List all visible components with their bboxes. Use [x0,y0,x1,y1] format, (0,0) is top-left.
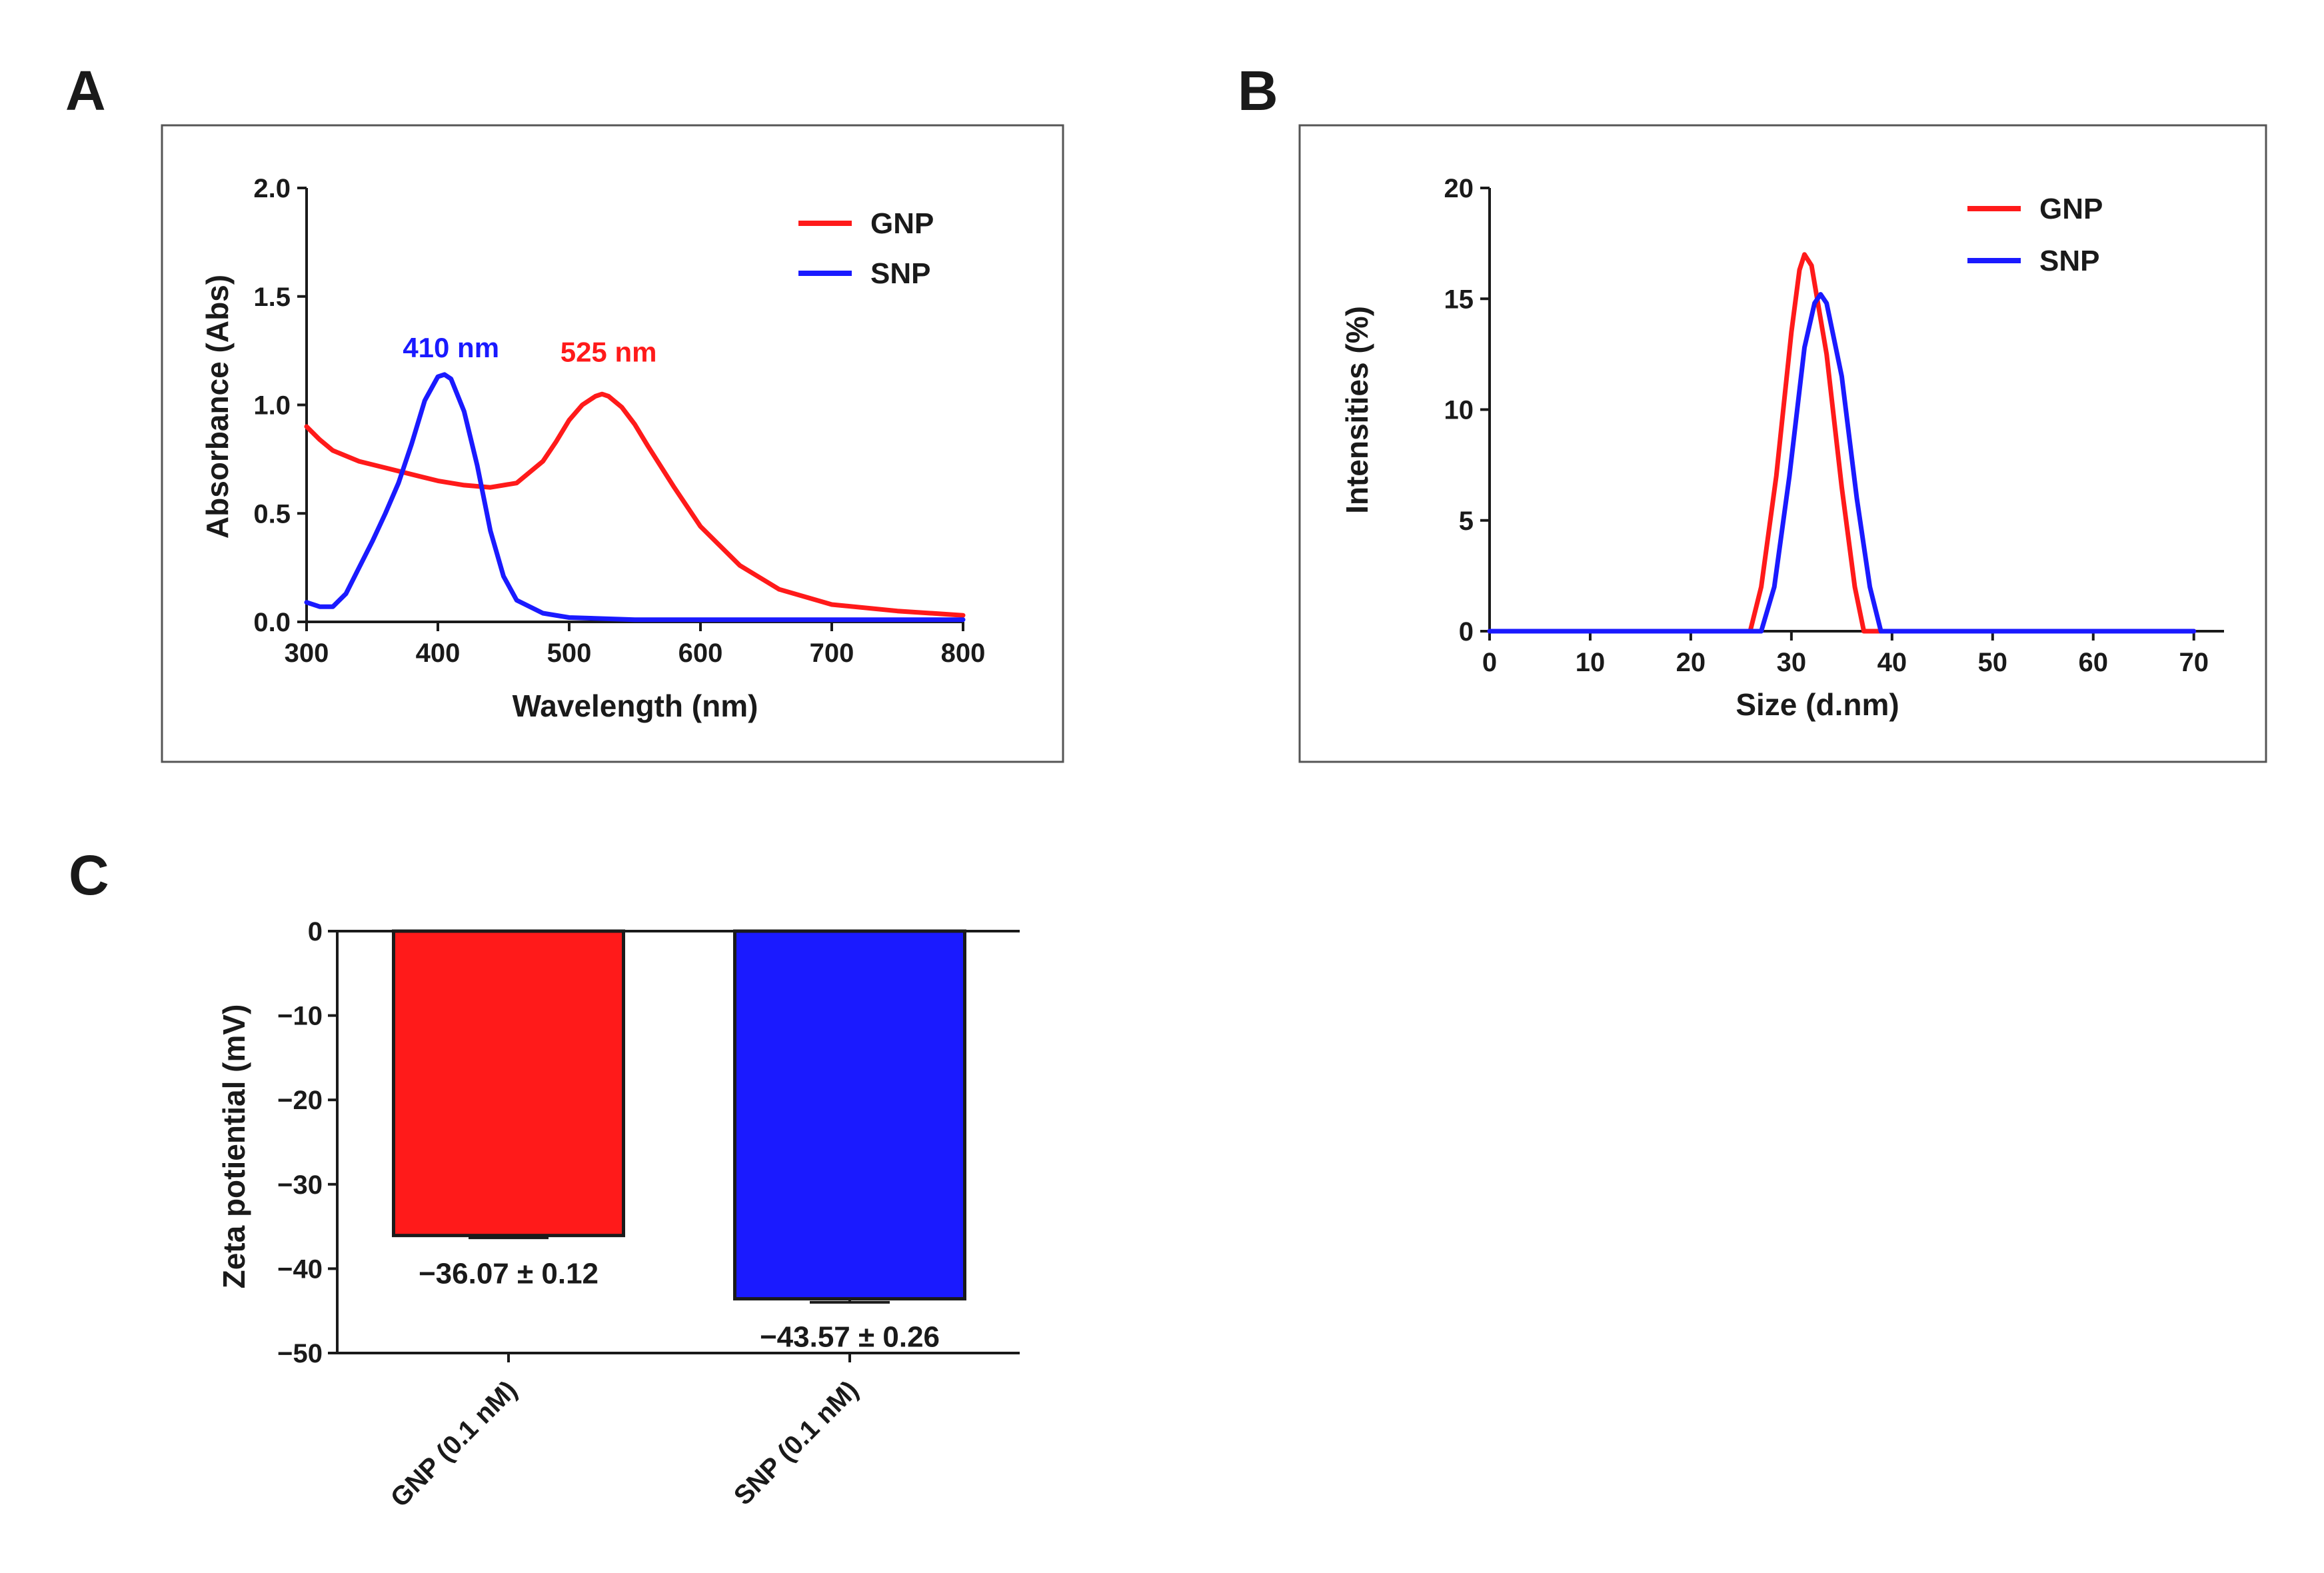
size-ytick-label: 20 [1444,174,1474,203]
size-xtick-label: 10 [1576,648,1606,677]
legend-label-gnp: GNP [870,207,934,240]
absorbance-series-gnp-line [304,391,966,618]
absorbance-xlabel: Wavelength (nm) [513,689,758,723]
panel-letter-a: A [65,59,106,122]
panel-letter-c: C [69,844,109,906]
size-ytick-label: 10 [1444,396,1474,425]
size-ylabel: Intensities (%) [1340,306,1374,514]
absorbance-series-snp-line [304,372,966,623]
size-xlabel: Size (d.nm) [1736,687,1899,722]
zeta-ytick-label: −40 [277,1254,323,1284]
size-ytick-label: 5 [1459,507,1474,536]
absorbance-ylabel: Absorbance (Abs) [200,275,235,539]
zeta-category-label: SNP (0.1 nM) [728,1375,864,1510]
zeta-ytick-label: −20 [277,1086,323,1115]
zeta-bar [392,929,625,1238]
absorbance-peak-label: 410 nm [403,332,499,363]
zeta-ytick-label: −50 [277,1339,323,1368]
size-ytick-label: 0 [1459,617,1474,647]
zeta-bar [733,929,966,1301]
absorbance-peak-label: 525 nm [561,336,657,367]
size-series-snp-line [1487,292,2197,634]
size-distribution-chart: Size (d.nm) Intensities (%) 0 5 10 15 20 0 10 2… [1340,174,2224,722]
absorbance-ytick-label: 2.0 [253,174,291,203]
size-series-gnp-line [1487,252,2197,634]
size-xtick-label: 70 [2179,648,2209,677]
panel-a-frame [161,124,1064,763]
size-xtick-label: 30 [1777,648,1807,677]
zeta-category-label: GNP (0.1 nM) [385,1375,523,1513]
absorbance-xtick-label: 800 [941,639,986,668]
size-xtick-label: 40 [1877,648,1907,677]
absorbance-ytick-label: 1.5 [253,283,291,312]
panel-letter-b: B [1238,59,1278,122]
absorbance-xtick-label: 500 [547,639,592,668]
absorbance-xtick-label: 400 [416,639,461,668]
absorbance-xtick-label: 300 [285,639,329,668]
size-xtick-label: 20 [1676,648,1706,677]
zeta-potential-chart: Zeta potiential (mV) 0 −10 −20 −30 −40 −50 −36… [217,917,1020,1513]
zeta-ytick-label: −30 [277,1170,323,1200]
size-xtick-label: 60 [2079,648,2109,677]
size-ytick-label: 15 [1444,285,1474,314]
legend-label-snp: SNP [870,257,930,290]
absorbance-chart: Wavelength (nm) Absorbance (Abs) 0.0 0.5 1… [200,174,985,723]
panel-b-frame [1298,124,2267,763]
zeta-ytick-label: 0 [308,917,323,946]
zeta-value-label: −36.07 ± 0.12 [419,1258,598,1290]
legend-label-gnp: GNP [2039,193,2103,225]
size-xtick-label: 50 [1978,648,2008,677]
absorbance-xtick-label: 600 [678,639,723,668]
size-xtick-label: 0 [1482,648,1497,677]
zeta-ylabel: Zeta potiential (mV) [217,1004,251,1289]
absorbance-ytick-label: 1.0 [253,391,291,421]
legend-label-snp: SNP [2039,245,2099,277]
absorbance-ytick-label: 0.0 [253,608,291,637]
zeta-ytick-label: −10 [277,1002,323,1031]
zeta-value-label: −43.57 ± 0.26 [760,1321,940,1354]
absorbance-ytick-label: 0.5 [253,499,291,529]
absorbance-xtick-label: 700 [810,639,854,668]
